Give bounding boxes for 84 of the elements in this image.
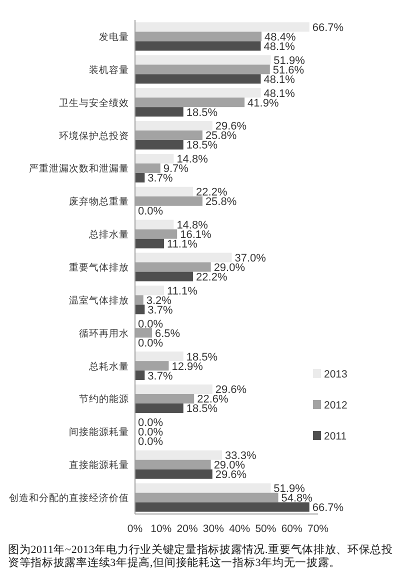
data-label: 18.5%	[186, 351, 218, 364]
bar	[135, 252, 232, 262]
data-label: 11.1%	[167, 238, 198, 251]
legend-label: 2012	[324, 400, 348, 412]
data-label: 3.7%	[148, 172, 173, 185]
data-label: 3.7%	[148, 304, 173, 316]
data-label: 66.7%	[312, 502, 344, 514]
bar	[135, 370, 145, 380]
data-label: 29.0%	[214, 262, 246, 274]
y-tick-label: 严重泄漏次数和泄漏量	[29, 162, 129, 175]
bar	[135, 41, 261, 51]
data-label: 11.1%	[167, 285, 198, 298]
bar	[135, 469, 212, 479]
bar	[135, 286, 164, 296]
bar	[135, 186, 194, 196]
data-label: 66.7%	[312, 22, 344, 34]
bar	[135, 352, 184, 362]
data-label: 25.8%	[205, 196, 237, 208]
data-label: 54.8%	[281, 492, 313, 504]
data-label: 48.1%	[264, 88, 296, 100]
y-tick-label: 直接能源耗量	[69, 459, 129, 472]
y-tick-label: 创造和分配的直接经济价值	[9, 492, 129, 504]
data-label: 51.9%	[274, 54, 306, 67]
data-label: 0.0%	[138, 337, 164, 350]
y-tick-label: 重要气体排放	[69, 262, 129, 274]
data-label: 48.1%	[264, 74, 296, 86]
legend-label: 2011	[324, 430, 347, 442]
bar	[135, 220, 174, 230]
y-tick-label: 废弃物总重量	[69, 196, 129, 208]
y-tick-label: 温室气体排放	[69, 294, 129, 306]
data-label: 18.5%	[186, 106, 218, 119]
x-tick-label: 0%	[127, 523, 143, 535]
data-label: 37.0%	[234, 252, 266, 264]
bar	[135, 403, 184, 413]
bar	[135, 140, 184, 150]
x-tick-label: 60%	[281, 523, 302, 535]
data-label: 41.9%	[248, 97, 279, 110]
bar	[135, 450, 222, 460]
bar	[135, 107, 184, 117]
data-label: 51.6%	[272, 64, 304, 76]
data-label: 51.9%	[274, 482, 306, 495]
bar	[135, 272, 194, 282]
data-label: 0.0%	[138, 206, 164, 218]
bar	[135, 172, 145, 182]
data-label: 12.9%	[172, 360, 204, 373]
data-label: 18.5%	[186, 140, 218, 152]
y-tick-label: 卫生与安全绩效	[59, 96, 129, 109]
data-label: 22.2%	[196, 271, 228, 284]
y-tick-label: 总耗水量	[88, 360, 129, 372]
bar	[135, 384, 212, 394]
x-tick-label: 30%	[202, 523, 224, 535]
bar	[135, 502, 310, 512]
legend-label: 2013	[324, 368, 348, 380]
bar	[135, 238, 164, 248]
x-tick-label: 20%	[176, 523, 198, 535]
data-label: 48.1%	[264, 40, 296, 53]
data-label: 48.4%	[264, 31, 296, 44]
y-tick-label: 装机容量	[89, 64, 129, 76]
data-label: 0.0%	[138, 318, 164, 330]
y-tick-label: 总排水量	[88, 228, 129, 241]
x-tick-label: 10%	[150, 523, 172, 535]
bar	[135, 304, 145, 314]
data-label: 0.0%	[138, 436, 164, 448]
y-tick-label: 间接能源耗量	[69, 426, 129, 438]
data-label: 18.5%	[186, 403, 218, 416]
data-label: 6.5%	[154, 328, 180, 340]
bar	[135, 74, 261, 84]
data-label: 3.7%	[148, 370, 173, 382]
y-tick-label: 环境保护总投资	[59, 130, 129, 142]
bar	[135, 483, 271, 493]
bar	[135, 154, 174, 164]
text: 图为2011年~2013年电力行业关键定量指标披露情况.重要气体排放、环保总投资等指标披露率连续3年提高,但间接能耗这一指标3年均无一披露。	[8, 544, 394, 570]
y-tick-label: 循环再用水	[79, 327, 129, 340]
x-tick-label: 40%	[229, 523, 250, 535]
bar	[135, 121, 212, 131]
x-tick-label: 50%	[255, 523, 276, 535]
bar	[135, 55, 271, 65]
bar	[135, 88, 261, 98]
data-label: 29.6%	[215, 469, 247, 482]
data-label: 3.2%	[146, 294, 172, 307]
y-tick-label: 节约的能源	[79, 393, 129, 406]
bar	[135, 22, 310, 32]
y-tick-label: 发电量	[99, 30, 129, 43]
x-tick-label: 70%	[307, 523, 329, 535]
